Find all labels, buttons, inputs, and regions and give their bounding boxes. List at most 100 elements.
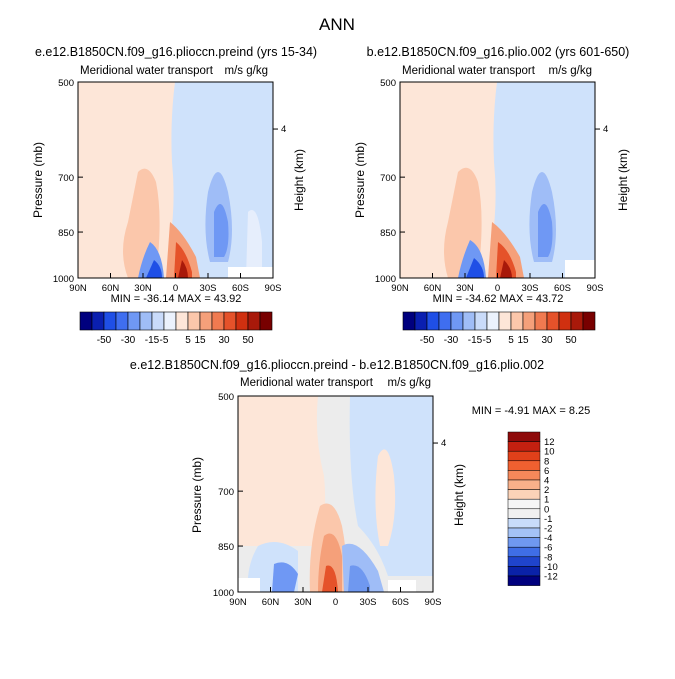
colorbar-2-swatch [450, 311, 464, 331]
panel-1-title: e.e12.B1850CN.f09_g16.plioccn.preind (yr… [35, 45, 317, 59]
colorbar-3-swatch [507, 527, 541, 538]
panel-1-xtick-label: 30N [134, 283, 152, 294]
colorbar-2-label: -15 [468, 335, 483, 346]
panel-1-ytick-label: 850 [58, 228, 74, 239]
colorbar-3-swatch [507, 518, 541, 529]
colorbar-3-swatch [507, 537, 541, 548]
colorbar-3-swatch [507, 460, 541, 471]
panel-3-xtick-label: 60N [262, 597, 280, 608]
colorbar-1-swatch [103, 311, 117, 331]
panel-2-stats: MIN = -34.62 MAX = 43.72 [433, 293, 564, 305]
colorbar-1-swatch [163, 311, 177, 331]
colorbar-3-swatch [507, 575, 541, 586]
colorbar-3-label: -4 [544, 533, 552, 544]
panel-3-title: e.e12.B1850CN.f09_g16.plioccn.preind - b… [130, 358, 544, 372]
panel-1-xtick-label: 60S [232, 283, 249, 294]
colorbar-1-label: 15 [194, 335, 206, 346]
panel-3-xtick-label: 90S [425, 597, 442, 608]
colorbar-1-swatch [115, 311, 129, 331]
panel-1-subtitle: Meridional water transport [80, 65, 214, 77]
panel-3-ylabel: Pressure (mb) [190, 457, 204, 533]
panel-1-ylabel: Pressure (mb) [31, 142, 45, 218]
panel-1-xtick-label: 90N [69, 283, 87, 294]
colorbar-1-swatch [223, 311, 237, 331]
panel-2-y2label: Height (km) [616, 149, 630, 211]
panel-1-ytick-label: 1000 [53, 274, 74, 285]
panel-1-xtick-label: 30S [200, 283, 217, 294]
colorbar-2-label: 15 [517, 335, 529, 346]
colorbar-3-label: 8 [544, 456, 549, 467]
colorbar-1-swatch [187, 311, 201, 331]
colorbar-1-label: 30 [218, 335, 230, 346]
panel-2-units: m/s g/kg [549, 65, 592, 77]
panel-1-xtick-label: 0 [173, 283, 178, 294]
figure-title: ANN [319, 15, 355, 34]
panel-2-xtick-label: 0 [495, 283, 500, 294]
panel-3-xtick-label: 30N [294, 597, 312, 608]
panel-3-ytick-label: 850 [218, 542, 234, 553]
colorbar-3-label: 12 [544, 437, 555, 448]
panel-1-xtick-label: 60N [102, 283, 120, 294]
colorbar-1-swatch [79, 311, 93, 331]
panel-1: e.e12.B1850CN.f09_g16.plioccn.preind (yr… [31, 45, 317, 305]
colorbar-3-swatch [507, 450, 541, 462]
panel-3-xtick-label: 0 [333, 597, 338, 608]
panel-3: e.e12.B1850CN.f09_g16.plioccn.preind - b… [130, 358, 591, 593]
panel-1-stats: MIN = -36.14 MAX = 43.92 [111, 293, 242, 305]
colorbar-1-label: 5 [185, 335, 191, 346]
colorbar-2-swatch [510, 311, 524, 331]
colorbar-1-swatch [247, 311, 261, 331]
colorbar-3-label: -8 [544, 552, 552, 563]
panel-2-ytick-label: 850 [380, 228, 396, 239]
colorbar-1-label: -50 [97, 335, 112, 346]
panel-2-title: b.e12.B1850CN.f09_g16.plio.002 (yrs 601-… [367, 45, 630, 59]
panel-1-y2tick-label: 4 [281, 124, 286, 135]
colorbar-1-swatch [175, 311, 189, 331]
colorbar-3-swatch [507, 556, 541, 567]
panel-1-ytick-label: 500 [58, 78, 74, 89]
colorbar-2-swatch [570, 311, 584, 331]
colorbar-3-label: 0 [544, 504, 549, 515]
panel-3-ytick-label: 700 [218, 487, 234, 498]
colorbar-2-label: -5 [483, 335, 492, 346]
colorbar-2-label: -30 [444, 335, 459, 346]
colorbar-3-swatch [507, 546, 541, 558]
colorbar-2-label: -50 [420, 335, 435, 346]
panel-2-ytick-label: 500 [380, 78, 396, 89]
colorbar-3-swatch [507, 479, 541, 490]
colorbar-3-label: -6 [544, 543, 552, 554]
colorbar-2-swatch [546, 311, 560, 331]
panel-2-y2tick-label: 4 [603, 124, 608, 135]
colorbar-2-swatch [582, 311, 596, 331]
panel-1-xtick-label: 90S [265, 283, 282, 294]
panel-2-xtick-label: 60S [554, 283, 571, 294]
panel-3-y2tick-label: 4 [441, 438, 446, 449]
colorbar-1-swatch [211, 311, 225, 331]
panel-2-ylabel: Pressure (mb) [353, 142, 367, 218]
colorbar-2-swatch [438, 311, 452, 331]
colorbar-3-label: -1 [544, 514, 552, 525]
panel-1-units: m/s g/kg [225, 65, 268, 77]
panel-2-subtitle: Meridional water transport [402, 65, 536, 77]
colorbar-2-swatch [558, 311, 572, 331]
colorbar-2-swatch [402, 311, 416, 331]
colorbar-1-swatch [91, 311, 105, 331]
colorbar-2-swatch [498, 311, 512, 331]
panel-2-xtick-label: 60N [424, 283, 442, 294]
colorbar-3-label: 10 [544, 447, 555, 458]
colorbar-2-swatch [414, 311, 428, 331]
colorbar-2-swatch [462, 311, 476, 331]
colorbar-3-label: 4 [544, 476, 549, 487]
colorbar-3-label: 1 [544, 495, 549, 506]
colorbar-1-label: 50 [242, 335, 254, 346]
colorbar-2-swatch [522, 311, 536, 331]
panel-2-ytick-label: 700 [380, 173, 396, 184]
colorbar-3-label: 6 [544, 466, 549, 477]
colorbar-3-label: -2 [544, 524, 552, 535]
colorbar-2-label: 5 [508, 335, 514, 346]
panel-3-stats: MIN = -4.91 MAX = 8.25 [472, 405, 591, 417]
colorbar-2-swatch [474, 311, 488, 331]
colorbar-3-swatch [507, 470, 541, 481]
colorbar-3-swatch [507, 508, 541, 519]
